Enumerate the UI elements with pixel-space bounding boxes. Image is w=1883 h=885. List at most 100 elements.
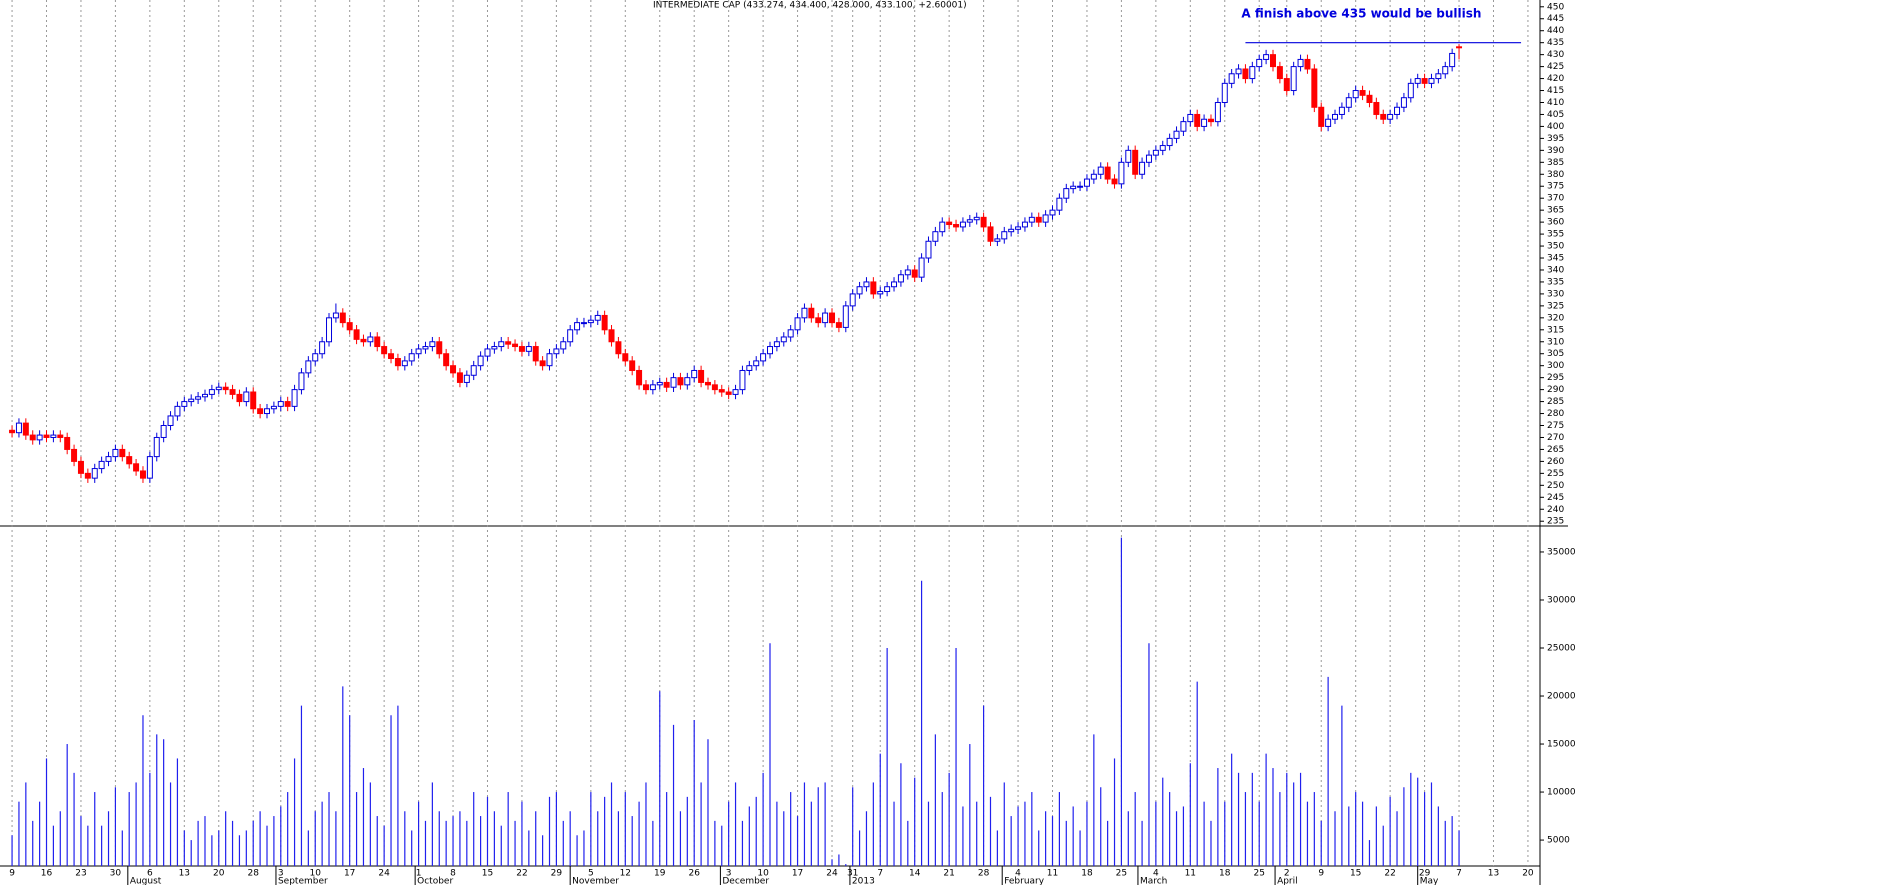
candle-body <box>1042 214 1049 223</box>
x-tick-label: 26 <box>688 869 700 879</box>
y-tick-label: 435 <box>1547 38 1564 48</box>
y-tick-label: 365 <box>1547 206 1564 216</box>
candle-body <box>780 336 787 343</box>
y-tick-label: 430 <box>1547 50 1564 60</box>
candle-body <box>174 405 181 417</box>
x-tick-label: 24 <box>378 869 390 879</box>
x-tick-label: 9 <box>9 869 15 879</box>
candle-body <box>1207 118 1214 123</box>
x-tick-label: 24 <box>826 869 838 879</box>
candle-body <box>987 226 994 242</box>
candle-body <box>953 224 960 228</box>
candle-body <box>856 286 863 295</box>
candle-body <box>133 463 140 472</box>
candle-body <box>381 346 388 355</box>
y-tick-label: 355 <box>1547 230 1564 240</box>
candle-body <box>1290 66 1297 92</box>
candle-body <box>1015 226 1022 230</box>
candle-body <box>959 221 966 228</box>
candle-body <box>1332 113 1339 120</box>
candle-body <box>1256 58 1263 68</box>
candle-body <box>57 434 64 438</box>
candle-body <box>608 329 615 343</box>
candle-body <box>319 341 326 355</box>
candle-body <box>574 322 581 331</box>
candle-body <box>539 360 546 367</box>
y-tick-label: 410 <box>1547 98 1564 108</box>
candle-body <box>1366 94 1373 103</box>
candle-body <box>1311 68 1318 108</box>
y-tick-label: 345 <box>1547 254 1564 264</box>
candle-body <box>1442 66 1449 75</box>
candle-body <box>498 341 505 348</box>
candle-body <box>1008 228 1015 233</box>
candle-body <box>1221 82 1228 103</box>
candle-body <box>456 372 463 383</box>
candle-body <box>1352 90 1359 99</box>
candle-body <box>415 348 422 355</box>
candle-body <box>532 346 539 362</box>
x-tick-label: 6 <box>147 869 153 879</box>
candle-body <box>1394 106 1401 115</box>
y-tick-label: 325 <box>1547 301 1564 311</box>
candle-body <box>615 341 622 355</box>
candle-body <box>139 470 146 479</box>
candle-body <box>484 348 491 357</box>
candle-body <box>1338 106 1345 115</box>
candle-body <box>1297 58 1304 68</box>
candle-body <box>1035 216 1042 223</box>
candle-body <box>339 312 346 324</box>
x-tick-label: 15 <box>482 869 493 879</box>
x-tick-label: 7 <box>877 869 883 879</box>
candle-body <box>1283 78 1290 92</box>
candle-body <box>360 338 367 343</box>
month-label: October <box>417 877 453 885</box>
candle-body <box>91 468 98 479</box>
y-tick-label: 420 <box>1547 74 1564 84</box>
y-tick-label: 375 <box>1547 182 1564 192</box>
candle-body <box>1414 78 1421 84</box>
candle-body <box>808 307 815 319</box>
x-tick-label: 1 <box>416 869 422 879</box>
candle-body <box>1166 137 1173 147</box>
volume-tick-label: 25000 <box>1547 644 1576 654</box>
candle-body <box>1456 46 1463 49</box>
candle-body <box>1118 161 1125 185</box>
candle-body <box>704 381 711 386</box>
candle-body <box>1173 130 1180 139</box>
x-tick-label: 25 <box>1253 869 1264 879</box>
x-tick-label: 3 <box>278 869 284 879</box>
candle-body <box>918 257 925 278</box>
candle-body <box>236 393 243 403</box>
candle-body <box>884 286 891 293</box>
x-tick-label: 17 <box>344 869 355 879</box>
candle-body <box>649 384 656 391</box>
candle-body <box>732 389 739 395</box>
candle-body <box>71 448 78 462</box>
candle-body <box>1056 197 1063 211</box>
month-label: February <box>1004 877 1045 885</box>
y-tick-label: 275 <box>1547 421 1564 431</box>
x-tick-label: 18 <box>1081 869 1093 879</box>
candle-body <box>277 401 284 407</box>
candle-body <box>718 389 725 393</box>
candle-body <box>1276 66 1283 80</box>
y-tick-label: 245 <box>1547 493 1564 503</box>
y-tick-label: 350 <box>1547 242 1564 252</box>
candle-body <box>36 434 43 441</box>
month-label: September <box>278 877 328 885</box>
x-tick-label: 29 <box>551 869 563 879</box>
candle-body <box>167 415 174 427</box>
y-tick-label: 340 <box>1547 265 1564 275</box>
candle-body <box>1152 149 1159 156</box>
candle-body <box>291 389 298 407</box>
y-tick-label: 310 <box>1547 337 1564 347</box>
x-tick-label: 22 <box>516 869 527 879</box>
candle-body <box>835 322 842 328</box>
candle-body <box>1263 54 1270 60</box>
candle-body <box>408 353 415 362</box>
candle-body <box>422 346 429 350</box>
candle-body <box>815 317 822 324</box>
candle-body <box>15 422 22 434</box>
x-tick-label: 19 <box>654 869 666 879</box>
